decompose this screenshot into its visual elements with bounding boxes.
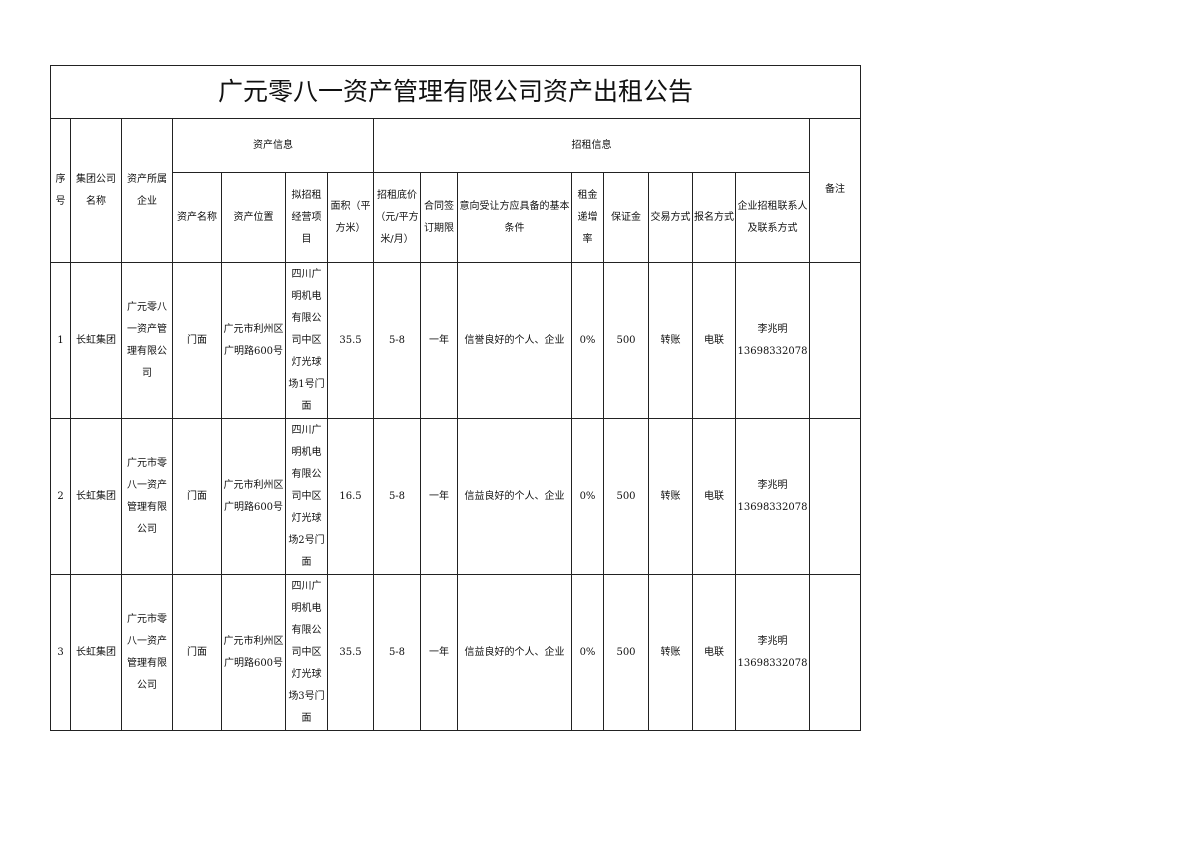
cell-group: 长虹集团	[70, 418, 122, 575]
cell-price: 5-8	[373, 574, 421, 731]
cell-business: 四川广明机电有限公司中区灯光球场2号门面	[285, 418, 328, 575]
contact-name: 李兆明	[757, 479, 788, 491]
cell-location: 广元市利州区广明路600号	[221, 574, 286, 731]
cell-seq: 2	[50, 418, 71, 575]
cell-asset-name: 门面	[172, 574, 222, 731]
cell-remark	[808, 418, 862, 575]
cell-increase: 0%	[571, 418, 604, 575]
contact-name: 李兆明	[757, 323, 788, 335]
header-term: 合同签订期限	[420, 172, 458, 263]
cell-term: 一年	[420, 262, 458, 419]
cell-seq: 3	[50, 574, 71, 731]
header-trade: 交易方式	[648, 172, 693, 263]
page-title: 广元零八一资产管理有限公司资产出租公告	[49, 65, 862, 119]
header-price: 招租底价（元/平方米/月）	[373, 172, 421, 263]
cell-owner: 广元零八一资产管理有限公司	[121, 262, 173, 419]
cell-trade: 转账	[648, 262, 693, 419]
cell-deposit: 500	[603, 418, 649, 575]
cell-remark	[808, 574, 862, 731]
header-lease-info: 招租信息	[373, 118, 810, 173]
cell-area: 35.5	[327, 262, 374, 419]
header-increase: 租金递增率	[571, 172, 604, 263]
header-contact: 企业招租联系人及联系方式	[735, 172, 810, 263]
cell-seq: 1	[50, 262, 71, 419]
cell-contact: 李兆明 13698332078	[735, 418, 810, 575]
cell-owner: 广元市零八一资产管理有限公司	[121, 418, 173, 575]
cell-asset-name: 门面	[172, 262, 222, 419]
contact-phone: 13698332078	[737, 657, 808, 669]
cell-term: 一年	[420, 418, 458, 575]
table-row: 3 长虹集团 广元市零八一资产管理有限公司 门面 广元市利州区广明路600号 四川广明机电…	[50, 574, 862, 731]
table-row: 2 长虹集团 广元市零八一资产管理有限公司 门面 广元市利州区广明路600号 四川广明机电…	[50, 418, 862, 575]
cell-conditions: 信益良好的个人、企业	[457, 574, 572, 731]
cell-asset-name: 门面	[172, 418, 222, 575]
header-signup: 报名方式	[692, 172, 736, 263]
header-business: 拟招租经营项目	[285, 172, 328, 263]
header-asset-location: 资产位置	[221, 172, 286, 263]
header-asset-info: 资产信息	[172, 118, 374, 173]
contact-name: 李兆明	[757, 635, 788, 647]
cell-location: 广元市利州区广明路600号	[221, 418, 286, 575]
table-row: 1 长虹集团 广元零八一资产管理有限公司 门面 广元市利州区广明路600号 四川广明机电有…	[50, 262, 862, 419]
cell-business: 四川广明机电有限公司中区灯光球场1号门面	[285, 262, 328, 419]
header-remark: 备注	[808, 118, 862, 263]
cell-signup: 电联	[692, 262, 736, 419]
cell-owner: 广元市零八一资产管理有限公司	[121, 574, 173, 731]
contact-phone: 13698332078	[737, 501, 808, 513]
cell-location: 广元市利州区广明路600号	[221, 262, 286, 419]
header-group: 集团公司名称	[70, 118, 122, 263]
cell-increase: 0%	[571, 574, 604, 731]
header-deposit: 保证金	[603, 172, 649, 263]
cell-trade: 转账	[648, 574, 693, 731]
cell-area: 35.5	[327, 574, 374, 731]
cell-deposit: 500	[603, 574, 649, 731]
header-conditions: 意向受让方应具备的基本条件	[457, 172, 572, 263]
cell-contact: 李兆明 13698332078	[735, 262, 810, 419]
header-owner: 资产所属企业	[121, 118, 173, 263]
lease-announcement-table: 广元零八一资产管理有限公司资产出租公告 序号 集团公司名称 资产所属企业 资产信…	[49, 65, 862, 731]
cell-area: 16.5	[327, 418, 374, 575]
cell-group: 长虹集团	[70, 574, 122, 731]
cell-price: 5-8	[373, 262, 421, 419]
cell-deposit: 500	[603, 262, 649, 419]
cell-increase: 0%	[571, 262, 604, 419]
cell-conditions: 信誉良好的个人、企业	[457, 262, 572, 419]
header-asset-name: 资产名称	[172, 172, 222, 263]
header-seq: 序号	[50, 118, 71, 263]
cell-term: 一年	[420, 574, 458, 731]
contact-phone: 13698332078	[737, 345, 808, 357]
cell-price: 5-8	[373, 418, 421, 575]
cell-contact: 李兆明 13698332078	[735, 574, 810, 731]
header-area: 面积（平方米）	[327, 172, 374, 263]
cell-signup: 电联	[692, 418, 736, 575]
cell-group: 长虹集团	[70, 262, 122, 419]
cell-remark	[808, 262, 862, 419]
cell-conditions: 信益良好的个人、企业	[457, 418, 572, 575]
cell-business: 四川广明机电有限公司中区灯光球场3号门面	[285, 574, 328, 731]
cell-trade: 转账	[648, 418, 693, 575]
cell-signup: 电联	[692, 574, 736, 731]
